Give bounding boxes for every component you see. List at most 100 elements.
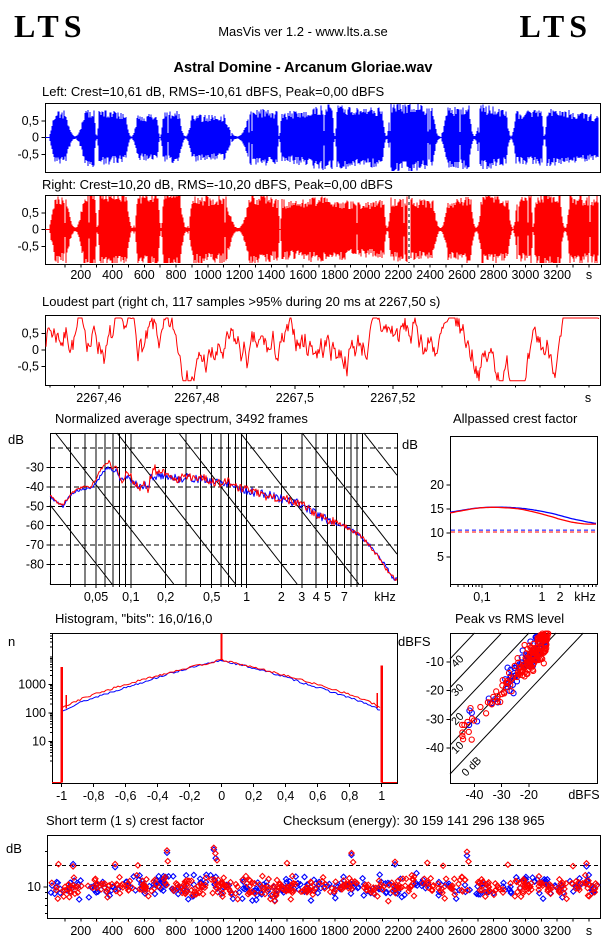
svg-text:dBFS: dBFS bbox=[568, 788, 599, 802]
svg-text:800: 800 bbox=[166, 268, 187, 282]
histogram-title: Histogram, "bits": 16,0/16,0 bbox=[55, 611, 213, 626]
svg-text:1000: 1000 bbox=[194, 268, 222, 282]
svg-text:40: 40 bbox=[449, 653, 466, 670]
svg-text:3000: 3000 bbox=[511, 924, 539, 938]
svg-text:-40: -40 bbox=[465, 788, 483, 802]
svg-text:0,05: 0,05 bbox=[84, 590, 108, 604]
svg-text:1600: 1600 bbox=[289, 924, 317, 938]
svg-text:0: 0 bbox=[32, 223, 39, 237]
svg-text:1: 1 bbox=[539, 590, 546, 604]
svg-text:1800: 1800 bbox=[321, 924, 349, 938]
svg-text:0: 0 bbox=[218, 789, 225, 803]
svg-text:0,1: 0,1 bbox=[473, 590, 490, 604]
svg-text:-20: -20 bbox=[426, 684, 444, 698]
spectrum-y-unit: dB bbox=[8, 432, 24, 447]
svg-text:0,4: 0,4 bbox=[277, 789, 294, 803]
svg-text:0 dB: 0 dB bbox=[460, 755, 484, 779]
svg-text:2200: 2200 bbox=[384, 924, 412, 938]
svg-text:3: 3 bbox=[298, 590, 305, 604]
svg-text:-0,2: -0,2 bbox=[179, 789, 201, 803]
svg-text:10: 10 bbox=[27, 880, 41, 894]
svg-text:400: 400 bbox=[102, 268, 123, 282]
svg-text:3200: 3200 bbox=[543, 924, 571, 938]
page-title: Astral Domine - Arcanum Gloriae.wav bbox=[173, 60, 433, 76]
svg-text:0,2: 0,2 bbox=[157, 590, 174, 604]
svg-text:600: 600 bbox=[134, 924, 155, 938]
svg-text:-30: -30 bbox=[426, 712, 444, 726]
peak-vs-rms-title: Peak vs RMS level bbox=[455, 611, 565, 626]
loudest-part-title: Loudest part (right ch, 117 samples >95%… bbox=[42, 294, 441, 309]
svg-text:1600: 1600 bbox=[289, 268, 317, 282]
svg-text:2600: 2600 bbox=[448, 924, 476, 938]
shortterm-title: Short term (1 s) crest factor bbox=[46, 813, 205, 828]
svg-text:-40: -40 bbox=[26, 480, 44, 494]
svg-text:2200: 2200 bbox=[384, 268, 412, 282]
svg-text:200: 200 bbox=[70, 268, 91, 282]
svg-text:2267,48: 2267,48 bbox=[174, 391, 219, 405]
svg-text:-0,4: -0,4 bbox=[147, 789, 169, 803]
svg-text:0,6: 0,6 bbox=[309, 789, 326, 803]
svg-text:2600: 2600 bbox=[448, 268, 476, 282]
svg-text:0: 0 bbox=[32, 131, 39, 145]
svg-text:20: 20 bbox=[430, 478, 444, 492]
histogram-y-unit: n bbox=[8, 634, 16, 649]
svg-text:3200: 3200 bbox=[543, 268, 571, 282]
svg-text:0,2: 0,2 bbox=[245, 789, 262, 803]
svg-text:-40: -40 bbox=[426, 741, 444, 755]
left-channel-stats: Left: Crest=10,61 dB, RMS=-10,61 dBFS, P… bbox=[42, 84, 385, 99]
svg-text:3000: 3000 bbox=[511, 268, 539, 282]
svg-text:kHz: kHz bbox=[574, 590, 596, 604]
svg-text:30: 30 bbox=[449, 682, 466, 699]
allpassed-y-unit: dB bbox=[402, 437, 418, 452]
svg-text:2267,5: 2267,5 bbox=[276, 391, 314, 405]
svg-text:2: 2 bbox=[557, 590, 564, 604]
svg-text:2267,46: 2267,46 bbox=[76, 391, 121, 405]
svg-text:2800: 2800 bbox=[480, 268, 508, 282]
allpassed-title: Allpassed crest factor bbox=[453, 411, 578, 426]
shortterm-y-unit: dB bbox=[6, 841, 22, 856]
svg-text:5: 5 bbox=[437, 550, 444, 564]
svg-text:0,5: 0,5 bbox=[203, 590, 220, 604]
svg-text:4: 4 bbox=[313, 590, 320, 604]
svg-text:s: s bbox=[586, 924, 592, 938]
svg-text:-30: -30 bbox=[493, 788, 511, 802]
svg-text:2267,52: 2267,52 bbox=[370, 391, 415, 405]
svg-text:-20: -20 bbox=[520, 788, 538, 802]
svg-text:1400: 1400 bbox=[257, 924, 285, 938]
svg-text:1: 1 bbox=[243, 590, 250, 604]
svg-text:0: 0 bbox=[32, 343, 39, 357]
logo-right: LTS bbox=[519, 8, 592, 44]
svg-text:-60: -60 bbox=[26, 519, 44, 533]
svg-text:10: 10 bbox=[430, 526, 444, 540]
svg-text:0,1: 0,1 bbox=[122, 590, 139, 604]
svg-text:2000: 2000 bbox=[353, 924, 381, 938]
svg-text:-50: -50 bbox=[26, 499, 44, 513]
svg-text:0,5: 0,5 bbox=[22, 206, 39, 220]
svg-text:400: 400 bbox=[102, 924, 123, 938]
svg-text:1: 1 bbox=[378, 789, 385, 803]
svg-text:-0,5: -0,5 bbox=[17, 239, 39, 253]
svg-text:0,5: 0,5 bbox=[22, 114, 39, 128]
svg-text:800: 800 bbox=[166, 924, 187, 938]
svg-text:-0,5: -0,5 bbox=[17, 147, 39, 161]
svg-text:100: 100 bbox=[25, 706, 46, 720]
svg-text:200: 200 bbox=[70, 924, 91, 938]
checksum-text: Checksum (energy): 30 159 141 296 138 96… bbox=[283, 813, 545, 828]
svg-text:1000: 1000 bbox=[18, 677, 46, 691]
svg-text:600: 600 bbox=[134, 268, 155, 282]
svg-text:-0,6: -0,6 bbox=[115, 789, 137, 803]
svg-text:s: s bbox=[586, 268, 592, 282]
svg-text:5: 5 bbox=[324, 590, 331, 604]
svg-text:2000: 2000 bbox=[353, 268, 381, 282]
peak-y-unit: dBFS bbox=[398, 634, 431, 649]
svg-text:-10: -10 bbox=[426, 655, 444, 669]
svg-text:-80: -80 bbox=[26, 558, 44, 572]
svg-text:7: 7 bbox=[341, 590, 348, 604]
svg-text:20: 20 bbox=[449, 711, 466, 728]
logo-left: LTS bbox=[14, 8, 87, 44]
svg-text:15: 15 bbox=[430, 502, 444, 516]
svg-text:-0,5: -0,5 bbox=[17, 360, 39, 374]
right-channel-stats: Right: Crest=10,20 dB, RMS=-10,20 dBFS, … bbox=[42, 177, 393, 192]
svg-text:s: s bbox=[585, 391, 591, 405]
